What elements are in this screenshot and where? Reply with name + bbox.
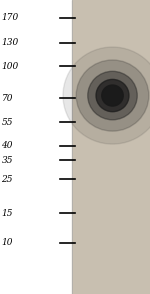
- Bar: [0, 0, 72, 294]
- Text: 10: 10: [2, 238, 13, 247]
- Ellipse shape: [63, 47, 150, 144]
- Ellipse shape: [96, 79, 129, 112]
- Text: 100: 100: [2, 62, 19, 71]
- Ellipse shape: [76, 60, 149, 131]
- Text: 130: 130: [2, 38, 19, 47]
- Ellipse shape: [102, 85, 123, 106]
- Text: 55: 55: [2, 118, 13, 126]
- Text: 25: 25: [2, 175, 13, 184]
- Text: 15: 15: [2, 209, 13, 218]
- Text: 35: 35: [2, 156, 13, 165]
- Bar: [72, 0, 150, 294]
- Ellipse shape: [88, 71, 137, 120]
- Text: 40: 40: [2, 141, 13, 150]
- Text: 170: 170: [2, 13, 19, 22]
- Text: 70: 70: [2, 94, 13, 103]
